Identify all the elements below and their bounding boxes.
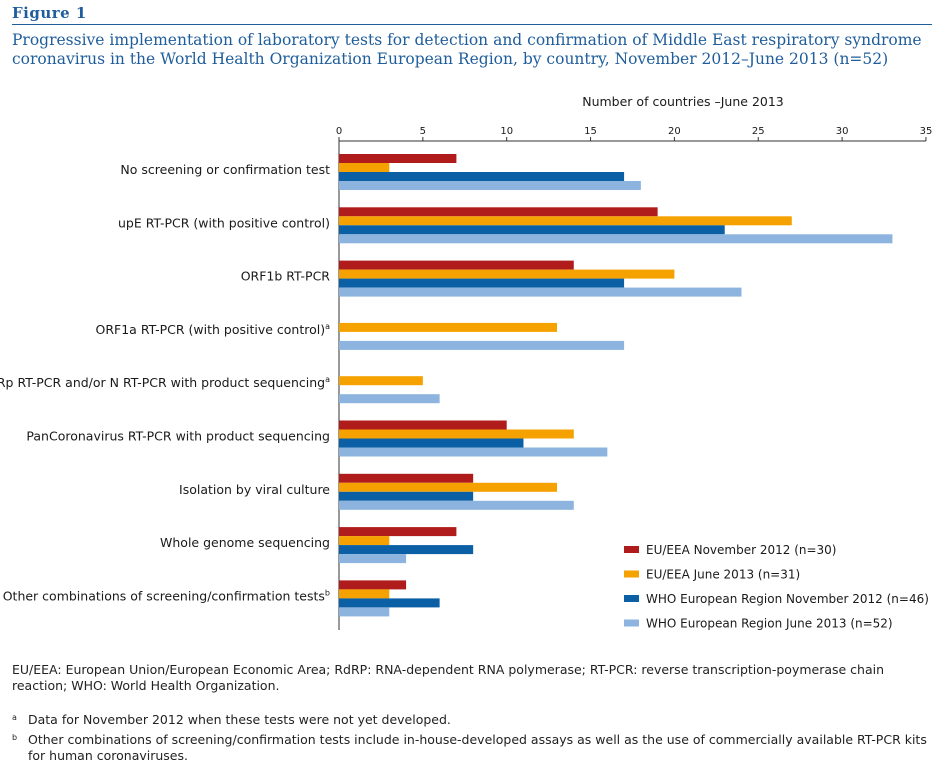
title-rule <box>12 24 932 25</box>
x-axis-title: Number of countries –June 2013 <box>582 94 784 109</box>
bar <box>339 287 742 297</box>
bar <box>339 154 457 163</box>
bar <box>339 278 625 288</box>
bar <box>339 216 792 226</box>
bar <box>339 181 641 190</box>
bar <box>339 376 423 386</box>
x-tick-label: 5 <box>420 126 426 137</box>
x-tick-label: 35 <box>920 126 933 137</box>
bar <box>339 482 558 492</box>
bar-chart: Number of countries –June 2013 0 5 10 15 20 25… <box>0 94 933 631</box>
category-label: RdRp RT-PCR and/or N RT-PCR with product… <box>0 375 330 390</box>
bar <box>339 234 893 244</box>
bar <box>339 322 558 332</box>
x-tick-label: 0 <box>336 126 342 137</box>
bar <box>339 163 390 172</box>
bar <box>339 545 474 555</box>
legend-entry: WHO European Region November 2012 (n=46) <box>646 592 929 606</box>
x-tick-label: 25 <box>752 126 765 137</box>
category-label-footnote-mark: b <box>325 588 330 597</box>
x-tick-label: 10 <box>500 126 513 137</box>
footnote-a-mark: a <box>12 713 17 722</box>
bar <box>339 598 440 608</box>
legend-swatch <box>624 619 639 627</box>
bar <box>339 589 390 599</box>
bar <box>339 527 457 537</box>
category-label: ORF1b RT-PCR <box>241 269 331 284</box>
bar <box>339 420 507 430</box>
x-tick-label: 30 <box>836 126 849 137</box>
bar <box>339 429 574 439</box>
bar <box>339 580 407 590</box>
bar <box>339 536 390 546</box>
x-tick-label: 15 <box>584 126 597 137</box>
footnote-b-text: Other combinations of screening/confirma… <box>28 732 927 763</box>
category-label: ORF1a RT-PCR (with positive control)a <box>96 322 331 337</box>
bar <box>339 269 675 279</box>
legend-swatch <box>624 546 639 553</box>
bar <box>339 438 524 448</box>
category-label: No screening or confirmation test <box>120 162 330 177</box>
category-label-footnote-mark: a <box>325 375 330 384</box>
bar <box>339 340 625 350</box>
bar <box>339 172 625 181</box>
footnote-a-text: Data for November 2012 when these tests … <box>28 712 451 727</box>
figure-title: Progressive implementation of laboratory… <box>12 31 922 68</box>
category-label: Whole genome sequencing <box>160 535 330 550</box>
category-label-footnote-mark: a <box>325 322 330 331</box>
figure-label: Figure 1 <box>12 4 87 22</box>
bar <box>339 500 574 510</box>
abbreviations-note: EU/EEA: European Union/European Economic… <box>12 662 885 693</box>
legend-swatch <box>624 595 639 602</box>
bar <box>339 207 658 217</box>
bar <box>339 491 474 501</box>
bar <box>339 447 608 457</box>
category-label: Other combinations of screening/confirma… <box>3 588 330 603</box>
bar <box>339 225 725 235</box>
bar <box>339 607 390 617</box>
footnote-b: b Other combinations of screening/confir… <box>12 732 937 764</box>
category-label: upE RT-PCR (with positive control) <box>118 215 330 230</box>
x-tick-label: 20 <box>668 126 681 137</box>
category-label: PanCoronavirus RT-PCR with product seque… <box>26 429 330 444</box>
footnote-b-mark: b <box>12 733 18 742</box>
bar <box>339 473 474 483</box>
legend-swatch <box>624 570 639 578</box>
footnote-a: a Data for November 2012 when these test… <box>12 712 937 728</box>
legend-entry: WHO European Region June 2013 (n=52) <box>646 617 893 631</box>
category-label: Isolation by viral culture <box>179 482 330 497</box>
legend-entry: EU/EEA November 2012 (n=30) <box>646 543 836 557</box>
notes: EU/EEA: European Union/European Economic… <box>12 662 937 768</box>
bar <box>339 394 440 404</box>
legend-entry: EU/EEA June 2013 (n=31) <box>646 568 800 582</box>
bar <box>339 554 407 564</box>
bar <box>339 260 574 270</box>
